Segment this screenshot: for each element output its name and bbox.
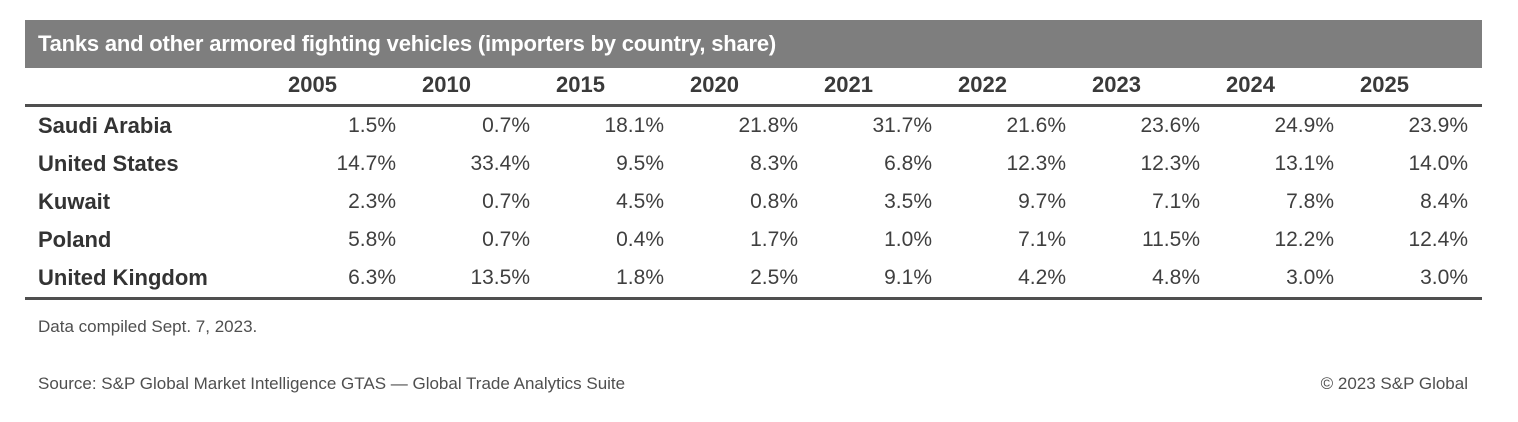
country-label: United Kingdom	[38, 264, 208, 290]
year-header-2020: 2020	[678, 68, 812, 107]
value-cell: 1.5%	[348, 113, 396, 137]
value-cell: 33.4%	[470, 151, 530, 175]
table-row-poland: Poland 5.8% 0.7% 0.4% 1.7% 1.0% 7.1% 11.…	[25, 221, 1482, 259]
value-cell: 9.7%	[1018, 189, 1066, 213]
year-header-2010: 2010	[410, 68, 544, 107]
country-label: Poland	[38, 226, 112, 252]
year-header-2021: 2021	[812, 68, 946, 107]
value-cell: 8.3%	[750, 151, 798, 175]
value-cell: 12.3%	[1140, 151, 1200, 175]
value-cell: 1.7%	[750, 227, 798, 251]
figure-title: Tanks and other armored fighting vehicle…	[38, 31, 777, 56]
value-cell: 0.8%	[750, 189, 798, 213]
table-row-united-states: United States 14.7% 33.4% 9.5% 8.3% 6.8%…	[25, 145, 1482, 183]
data-compiled-note: Data compiled Sept. 7, 2023.	[38, 316, 258, 336]
value-cell: 4.2%	[1018, 265, 1066, 289]
country-label: Kuwait	[38, 188, 111, 214]
value-cell: 0.4%	[616, 227, 664, 251]
source-text: Source: S&P Global Market Intelligence G…	[38, 373, 626, 393]
value-cell: 24.9%	[1274, 113, 1334, 137]
figure-content: Tanks and other armored fighting vehicle…	[25, 20, 1482, 394]
country-column-header	[25, 68, 276, 107]
value-cell: 9.1%	[884, 265, 932, 289]
copyright-text: © 2023 S&P Global	[1320, 373, 1468, 393]
value-cell: 5.8%	[348, 227, 396, 251]
value-cell: 13.1%	[1274, 151, 1334, 175]
value-cell: 14.7%	[336, 151, 396, 175]
value-cell: 12.3%	[1006, 151, 1066, 175]
year-header-row: 2005 2010 2015 2020 2021 2022 2023 2024 …	[25, 68, 1482, 107]
value-cell: 21.6%	[1006, 113, 1066, 137]
value-cell: 21.8%	[738, 113, 798, 137]
table-row-united-kingdom: United Kingdom 6.3% 13.5% 1.8% 2.5% 9.1%…	[25, 259, 1482, 299]
country-label: United States	[38, 150, 179, 176]
value-cell: 1.0%	[884, 227, 932, 251]
value-cell: 3.0%	[1420, 265, 1468, 289]
value-cell: 8.4%	[1420, 189, 1468, 213]
year-header-2023: 2023	[1080, 68, 1214, 107]
value-cell: 6.3%	[348, 265, 396, 289]
value-cell: 0.7%	[482, 227, 530, 251]
value-cell: 1.8%	[616, 265, 664, 289]
year-header-2005: 2005	[276, 68, 410, 107]
value-cell: 6.8%	[884, 151, 932, 175]
value-cell: 12.2%	[1274, 227, 1334, 251]
value-cell: 7.1%	[1152, 189, 1200, 213]
value-cell: 3.0%	[1286, 265, 1334, 289]
value-cell: 7.1%	[1018, 227, 1066, 251]
year-header-2022: 2022	[946, 68, 1080, 107]
value-cell: 9.5%	[616, 151, 664, 175]
value-cell: 4.5%	[616, 189, 664, 213]
value-cell: 12.4%	[1408, 227, 1468, 251]
source-row: Source: S&P Global Market Intelligence G…	[25, 374, 1482, 394]
value-cell: 23.6%	[1140, 113, 1200, 137]
value-cell: 23.9%	[1408, 113, 1468, 137]
value-cell: 31.7%	[872, 113, 932, 137]
value-cell: 18.1%	[604, 113, 664, 137]
value-cell: 2.3%	[348, 189, 396, 213]
country-label: Saudi Arabia	[38, 112, 172, 138]
year-header-2025: 2025	[1348, 68, 1482, 107]
value-cell: 11.5%	[1142, 227, 1200, 251]
value-cell: 14.0%	[1408, 151, 1468, 175]
value-cell: 2.5%	[750, 265, 798, 289]
value-cell: 4.8%	[1152, 265, 1200, 289]
table-row-kuwait: Kuwait 2.3% 0.7% 4.5% 0.8% 3.5% 9.7% 7.1…	[25, 183, 1482, 221]
value-cell: 3.5%	[884, 189, 932, 213]
importers-share-table: 2005 2010 2015 2020 2021 2022 2023 2024 …	[25, 68, 1482, 300]
value-cell: 0.7%	[482, 189, 530, 213]
table-row-saudi-arabia: Saudi Arabia 1.5% 0.7% 18.1% 21.8% 31.7%…	[25, 105, 1482, 145]
title-bar: Tanks and other armored fighting vehicle…	[25, 20, 1482, 68]
value-cell: 7.8%	[1286, 189, 1334, 213]
year-header-2024: 2024	[1214, 68, 1348, 107]
value-cell: 13.5%	[470, 265, 530, 289]
year-header-2015: 2015	[544, 68, 678, 107]
value-cell: 0.7%	[482, 113, 530, 137]
